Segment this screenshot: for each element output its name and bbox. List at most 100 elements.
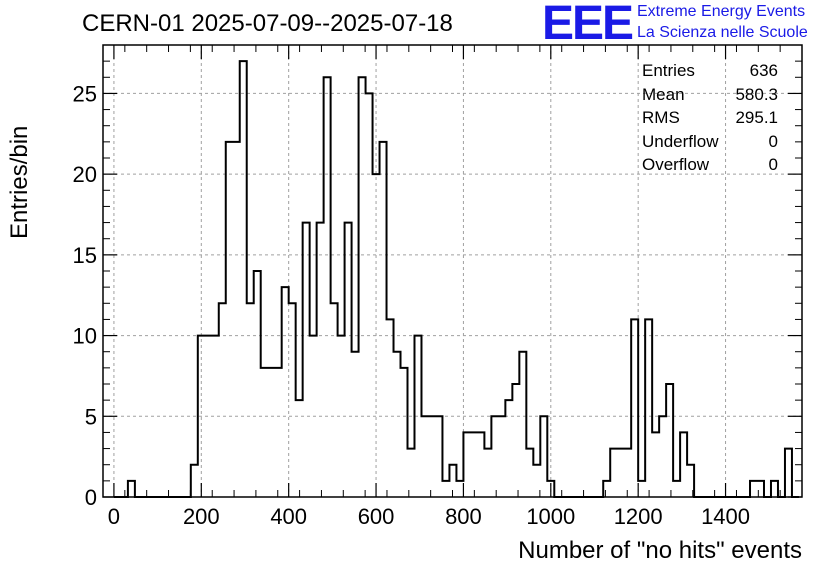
histogram-bin — [428, 416, 435, 497]
x-axis-label: Number of "no hits" events — [518, 537, 802, 564]
histogram-bin — [533, 465, 540, 497]
histogram-bin — [687, 465, 694, 497]
histogram-bin — [366, 93, 373, 497]
x-tick-label: 200 — [183, 504, 220, 529]
chart-title: CERN-01 2025-07-09--2025-07-18 — [82, 10, 453, 37]
stats-value: 0 — [768, 155, 778, 174]
histogram-bin — [652, 432, 659, 497]
stats-label: Underflow — [642, 131, 719, 151]
y-tick-label: 0 — [85, 485, 97, 510]
y-axis-label: Entries/bin — [6, 125, 33, 239]
histogram-bin — [310, 336, 317, 497]
axes — [102, 44, 803, 498]
x-tick-label: 0 — [108, 504, 120, 529]
histogram-series — [113, 60, 799, 498]
histogram-bin — [338, 336, 345, 497]
histogram-bin — [470, 432, 477, 497]
histogram-bin — [512, 384, 519, 497]
histogram-bin — [317, 223, 324, 497]
histogram-bin — [617, 449, 624, 497]
y-tick-label: 10 — [73, 324, 97, 349]
stats-value: 295.1 — [735, 108, 778, 127]
histogram-bin — [519, 352, 526, 497]
stats-value: 580.3 — [735, 84, 778, 104]
histogram-bin — [771, 481, 778, 497]
histogram-bin — [233, 142, 240, 497]
histogram-bin — [757, 481, 764, 497]
histogram-bin — [421, 416, 428, 497]
histogram-bin — [247, 303, 254, 497]
histogram-bin — [666, 384, 673, 497]
histogram-bin — [268, 368, 275, 497]
histogram-bin — [526, 449, 533, 497]
x-tick-label: 1000 — [526, 504, 575, 529]
logo-line-2: La Scienza nelle Scuole — [637, 24, 808, 41]
y-tick-label: 20 — [73, 162, 97, 187]
histogram-bin — [477, 432, 484, 497]
histogram-bin — [659, 416, 666, 497]
histogram-bin — [449, 465, 456, 497]
histogram-bin — [408, 449, 415, 497]
histogram-bin — [680, 432, 687, 497]
histogram-bin — [205, 336, 212, 497]
histogram-bin — [254, 271, 261, 497]
histogram-bin — [380, 142, 387, 497]
stats-value: 0 — [768, 131, 778, 151]
histogram-bin — [498, 416, 505, 497]
histogram-bin — [352, 352, 359, 497]
histogram-bin — [785, 449, 792, 497]
histogram-bin — [212, 336, 219, 497]
stats-row-entries: Entries 636 — [642, 59, 778, 83]
y-tick-label: 25 — [73, 81, 97, 106]
histogram-bin — [401, 368, 408, 497]
histogram-bin — [219, 303, 226, 497]
histogram-bin — [414, 336, 421, 497]
histogram-bin — [442, 481, 449, 497]
y-tick-label: 5 — [85, 404, 97, 429]
histogram-bin — [631, 319, 638, 497]
x-tick-label: 600 — [358, 504, 395, 529]
x-tick-label: 1200 — [614, 504, 663, 529]
stats-label: RMS — [642, 108, 680, 127]
histogram-bin — [610, 449, 617, 497]
stats-label: Mean — [642, 84, 685, 104]
histogram-bin — [331, 303, 338, 497]
logo-line-1: Extreme Energy Events — [637, 3, 806, 20]
histogram-bin — [359, 77, 366, 497]
stats-row-overflow: Overflow 0 — [642, 153, 778, 177]
histogram-bin — [275, 368, 282, 497]
histogram-bin — [484, 449, 491, 497]
histogram-bin — [191, 465, 198, 497]
histogram-bin — [240, 61, 247, 497]
histogram-bin — [456, 481, 463, 497]
stats-value: 636 — [749, 61, 778, 80]
histogram-bin — [624, 449, 631, 497]
x-tick-label: 800 — [445, 504, 482, 529]
histogram-bin — [750, 481, 757, 497]
stats-row-mean: Mean 580.3 — [642, 83, 778, 107]
histogram-bin — [505, 400, 512, 497]
stats-label: Overflow — [642, 155, 710, 174]
histogram-bin — [603, 481, 610, 497]
histogram-bin — [345, 223, 352, 497]
histogram-bin — [638, 481, 645, 497]
y-tick-label: 15 — [73, 243, 97, 268]
x-tick-label: 1400 — [701, 504, 750, 529]
histogram-bin — [435, 416, 442, 497]
histogram-bin — [198, 336, 205, 497]
histogram-bin — [261, 368, 268, 497]
histogram-bin — [673, 481, 680, 497]
histogram-bin — [373, 174, 380, 497]
histogram-bin — [394, 352, 401, 497]
stats-box: Entries 636 Mean 580.3 RMS 295.1 Underfl… — [642, 59, 778, 177]
x-tick-label: 400 — [270, 504, 307, 529]
tick-labels: 0 200 400 600 800 1000 1200 1400 0 5 10 15 20 25 — [73, 81, 751, 529]
histogram-bin — [282, 287, 289, 497]
histogram-bin — [289, 303, 296, 497]
eee-logo: EEE — [542, 0, 634, 50]
histogram-bin — [296, 400, 303, 497]
stats-row-underflow: Underflow 0 — [642, 130, 778, 154]
histogram-bin — [387, 319, 394, 497]
stats-row-rms: RMS 295.1 — [642, 106, 778, 130]
